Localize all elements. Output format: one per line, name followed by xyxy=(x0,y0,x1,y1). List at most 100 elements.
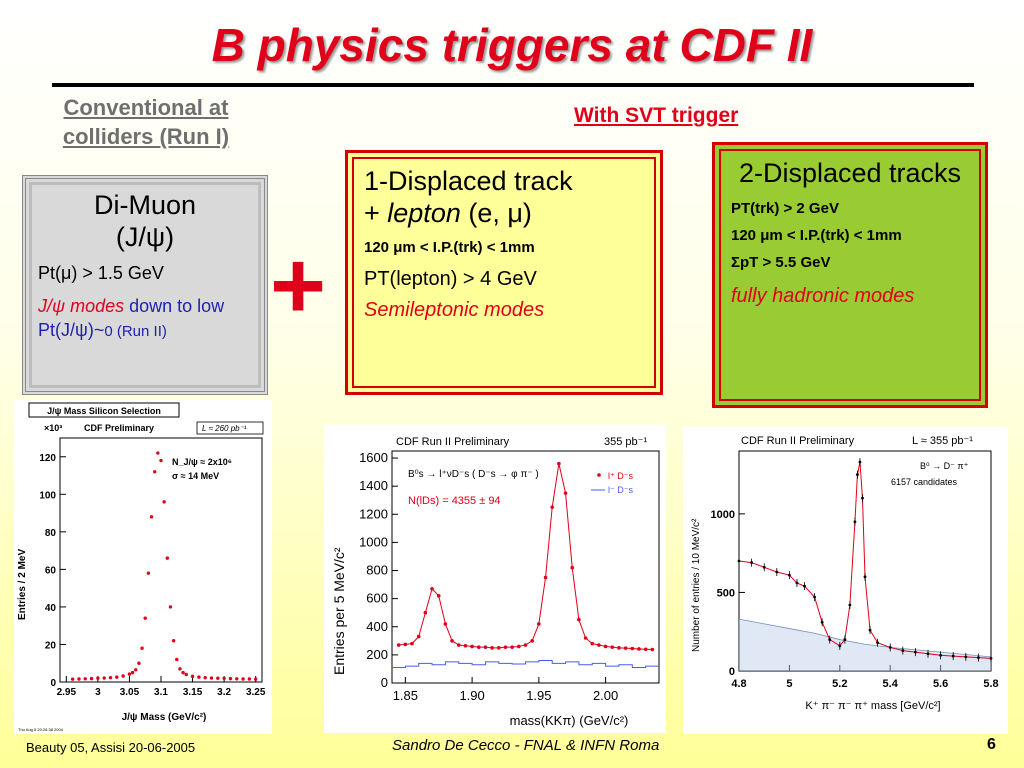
x-tick-label: 5.8 xyxy=(983,678,998,690)
lepton-title-line1: 1-Displaced track xyxy=(364,166,573,196)
b0-data-point xyxy=(853,520,857,524)
b0-data-point xyxy=(843,638,847,641)
footer-conference: Beauty 05, Assisi 20-06-2005 xyxy=(26,740,196,755)
jpsi-data-point xyxy=(241,677,245,681)
hadronic-pt-cut: PT(trk) > 2 GeV xyxy=(731,200,839,217)
ds-data-point xyxy=(577,617,581,622)
x-tick-label: 5 xyxy=(786,678,792,690)
jpsi-data-point xyxy=(130,670,135,675)
jpsi-data-point xyxy=(121,674,125,678)
ds-data-point xyxy=(517,644,521,649)
y-tick-label: 600 xyxy=(366,591,388,606)
footer-author: Sandro De Cecco - FNAL & INFN Roma xyxy=(392,737,660,754)
x-tick-label: 3 xyxy=(95,687,101,698)
jpsi-data-point xyxy=(178,667,182,671)
y-tick-label: 40 xyxy=(45,603,57,614)
lepton-box: 1-Displaced track + lepton (e, μ) 120 μm… xyxy=(345,150,663,395)
b0-background-curve xyxy=(738,618,992,658)
ds-data-point xyxy=(583,636,588,640)
ds-data-point xyxy=(410,641,414,646)
jpsi-data-point xyxy=(77,677,81,681)
x-tick-label: 3.05 xyxy=(120,687,140,698)
jpsi-lumi-box xyxy=(196,421,264,435)
ds-data-point xyxy=(403,642,408,647)
plus-sign: + xyxy=(270,232,327,339)
y-tick-label: 1000 xyxy=(359,534,388,549)
b0-data-point xyxy=(856,473,859,476)
y-tick-label: 80 xyxy=(45,528,57,539)
b0-data-point xyxy=(888,646,892,649)
jpsi-data-point xyxy=(203,675,207,680)
jpsi-header-box xyxy=(28,402,180,418)
y-tick-label: 200 xyxy=(366,647,388,662)
ds-data-point xyxy=(563,491,568,495)
jpsi-data-point xyxy=(115,675,119,679)
jpsi-data-point xyxy=(184,672,188,677)
dimuon-modes-italic: J/ψ modes xyxy=(38,296,125,316)
x-tick-label: 1.95 xyxy=(526,688,551,703)
ds-data-point xyxy=(510,645,514,649)
b0-data-point xyxy=(901,649,905,652)
ds-data-point xyxy=(396,643,401,647)
b0-title: CDF Run II Preliminary xyxy=(741,435,855,447)
ds-legend-marker-1 xyxy=(597,473,601,477)
ds-title: CDF Run II Preliminary xyxy=(396,436,510,448)
ds-data-point xyxy=(463,643,468,648)
x-tick-label: 1.90 xyxy=(459,688,484,703)
ds-data-point xyxy=(523,643,528,647)
lepton-ip-cut: 120 μm < I.P.(trk) < 1mm xyxy=(364,239,535,256)
ds-data-point xyxy=(537,622,541,626)
ds-luminosity: 355 pb⁻¹ xyxy=(604,436,647,448)
b0-annotation-count: 6157 candidates xyxy=(891,477,958,487)
dimuon-title-line1: Di-Muon xyxy=(93,190,197,220)
ds-data-point xyxy=(450,639,454,643)
ds-data-point xyxy=(483,645,488,649)
b0-plot-panel: CDF Run II Preliminary L ≈ 355 pb⁻¹ B⁰ →… xyxy=(683,427,1008,734)
ds-annotation-decay: B⁰s → l⁺νD⁻s ( D⁻s → φ π⁻ ) xyxy=(408,469,539,480)
jpsi-data-point xyxy=(140,646,144,650)
b0-data-point xyxy=(795,581,799,585)
title-underline xyxy=(52,83,974,87)
x-tick-label: 5.2 xyxy=(832,678,847,690)
b0-data-point xyxy=(939,653,942,657)
b0-data-point xyxy=(868,628,872,632)
ds-plot-panel: CDF Run II Preliminary 355 pb⁻¹ B⁰s → l⁺… xyxy=(324,425,666,733)
ds-legend-2: l⁻ D⁻s xyxy=(608,485,634,495)
ds-ylabel: Entries per 5 MeV/c² xyxy=(331,547,347,675)
jpsi-data-point xyxy=(228,676,233,681)
y-tick-label: 0 xyxy=(729,666,735,678)
jpsi-timestamp: Thu Aug 5 20:26:38 2004 xyxy=(18,727,64,732)
ds-data-point xyxy=(476,645,481,649)
jpsi-data-point xyxy=(247,677,252,681)
jpsi-plot-panel: J/ψ Mass Silicon Selection ×10³ CDF Prel… xyxy=(14,400,272,734)
ds-data-point xyxy=(436,594,441,598)
dimuon-title-line2: (J/ψ) xyxy=(115,222,175,252)
jpsi-data-point xyxy=(181,670,185,675)
y-tick-label: 100 xyxy=(39,490,56,501)
b0-data-point xyxy=(788,573,791,577)
lepton-title-line2: + lepton (e, μ) xyxy=(364,197,644,229)
y-tick-label: 500 xyxy=(717,587,735,599)
svt-heading: With SVT trigger xyxy=(574,104,739,127)
b0-data-point xyxy=(861,496,864,500)
x-tick-label: 3.15 xyxy=(183,687,203,698)
jpsi-data-point xyxy=(89,676,94,681)
y-tick-label: 20 xyxy=(45,640,57,651)
x-tick-label: 3.25 xyxy=(246,687,266,698)
jpsi-data-point xyxy=(146,571,151,575)
ds-data-point xyxy=(590,641,595,646)
b0-data-point xyxy=(737,559,741,563)
dimuon-modes-tail: 0 (Run II) xyxy=(104,323,167,340)
b0-data-point xyxy=(848,603,852,607)
b0-background-area xyxy=(739,619,991,671)
b0-data-point xyxy=(876,641,879,645)
ds-data-point xyxy=(637,647,641,651)
y-tick-label: 1000 xyxy=(711,509,735,521)
lepton-title-prefix: + xyxy=(364,198,388,228)
ds-mass-chart: CDF Run II Preliminary 355 pb⁻¹ B⁰s → l⁺… xyxy=(331,436,660,728)
y-tick-label: 800 xyxy=(366,563,388,578)
jpsi-data-point xyxy=(190,674,195,679)
b0-data-point xyxy=(813,595,816,599)
b0-data-point xyxy=(838,644,842,648)
x-tick-label: 5.4 xyxy=(883,678,899,690)
